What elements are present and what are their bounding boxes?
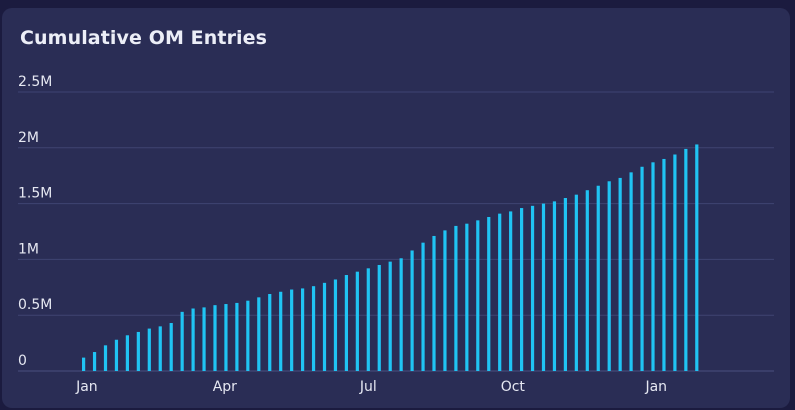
x-tick-label: Jul <box>359 379 377 395</box>
bar <box>377 264 381 371</box>
bar <box>520 208 524 371</box>
x-tick-label: Oct <box>501 379 526 395</box>
bar <box>366 268 370 371</box>
gridlines <box>18 91 774 372</box>
bar <box>290 289 294 371</box>
bar <box>235 302 239 371</box>
bar <box>169 323 173 371</box>
x-tick-label: Apr <box>213 379 237 395</box>
bar <box>421 242 425 371</box>
bar <box>552 201 557 371</box>
bar <box>311 286 316 371</box>
y-tick-label: 2.5M <box>18 74 52 90</box>
y-tick-label: 0.5M <box>18 297 52 313</box>
bar <box>355 271 359 371</box>
y-tick-label: 1M <box>18 241 39 257</box>
x-tick-label: Jan <box>75 379 98 395</box>
bar <box>651 162 655 371</box>
bar <box>695 144 699 371</box>
bar <box>596 185 600 371</box>
bar <box>246 300 250 371</box>
bar <box>92 352 97 371</box>
bar <box>498 213 502 371</box>
bar <box>322 282 327 371</box>
bar <box>268 294 272 371</box>
bar <box>618 177 622 371</box>
bar <box>158 326 162 371</box>
bar <box>279 291 283 371</box>
bar <box>640 166 644 371</box>
bar <box>432 235 436 371</box>
y-axis-labels: 0 0.5M 1M 1.5M 2M 2.5M <box>18 74 52 369</box>
bar <box>487 216 491 371</box>
x-tick-label: Jan <box>644 379 667 395</box>
bar <box>541 203 546 371</box>
bar <box>476 220 480 371</box>
bar <box>147 328 151 371</box>
bar <box>410 250 414 371</box>
bar <box>585 190 589 371</box>
bar <box>388 261 392 371</box>
bar <box>344 275 348 371</box>
x-axis-labels: Jan Apr Jul Oct Jan <box>75 379 667 395</box>
bar <box>103 345 108 371</box>
chart-title: Cumulative OM Entries <box>20 27 268 49</box>
bar <box>125 335 129 371</box>
y-tick-label: 2M <box>18 130 39 146</box>
bar <box>673 154 677 371</box>
bar <box>443 230 447 371</box>
bar <box>563 198 567 371</box>
bars <box>82 144 699 371</box>
y-tick-label: 1.5M <box>18 186 52 202</box>
bar <box>607 181 611 371</box>
bar <box>191 308 195 371</box>
bar <box>509 211 513 371</box>
bar <box>454 225 458 371</box>
bar <box>136 331 140 371</box>
bar <box>180 311 184 371</box>
bar <box>629 172 633 371</box>
y-tick-label: 0 <box>18 353 27 369</box>
bar <box>301 288 305 371</box>
bar <box>465 223 469 371</box>
chart-card: Cumulative OM Entries <box>2 8 790 408</box>
bar <box>114 339 119 371</box>
bar <box>574 194 578 371</box>
bar <box>202 307 206 371</box>
bar <box>213 305 217 371</box>
bar <box>82 357 86 371</box>
bar <box>224 304 228 371</box>
bar <box>662 158 666 371</box>
bar <box>333 279 338 371</box>
bar <box>530 205 535 371</box>
bar <box>399 258 403 371</box>
bar <box>684 148 688 371</box>
bar <box>257 297 261 371</box>
